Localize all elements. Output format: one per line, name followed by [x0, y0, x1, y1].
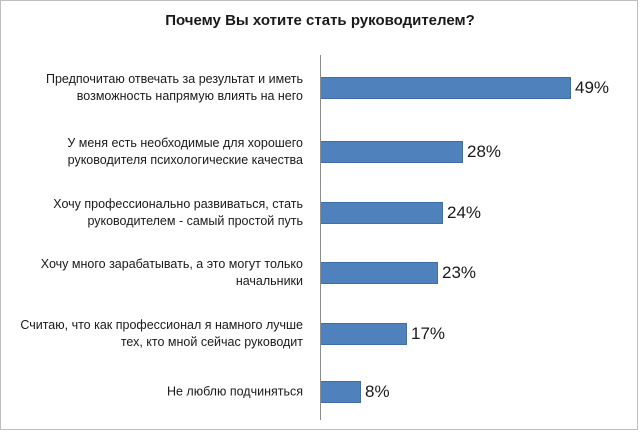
bar	[320, 202, 443, 224]
bar-row: Не люблю подчиняться 8%	[0, 357, 640, 427]
category-label: Хочу много зарабатывать, а это могут тол…	[40, 257, 303, 288]
bar	[320, 262, 438, 284]
bar-row: Считаю, что как профессионал я намного л…	[0, 299, 640, 369]
data-label: 24%	[447, 203, 482, 222]
data-label: 8%	[365, 382, 390, 401]
data-label: 17%	[411, 324, 446, 343]
bar	[320, 77, 571, 99]
bar-row: Хочу профессионально развиваться, стать …	[0, 178, 640, 248]
bar	[320, 323, 407, 345]
category-label: Не люблю подчиняться	[166, 384, 303, 399]
bar	[320, 141, 463, 163]
bar	[320, 381, 361, 403]
bar-row: У меня есть необходимые для хорошего рук…	[0, 117, 640, 187]
category-label: Хочу профессионально развиваться, стать …	[53, 197, 303, 228]
bar-row: Хочу много зарабатывать, а это могут тол…	[0, 238, 640, 308]
chart-title: Почему Вы хотите стать руководителем?	[165, 12, 475, 29]
data-label: 28%	[467, 142, 502, 161]
data-label: 49%	[575, 78, 610, 97]
category-label: У меня есть необходимые для хорошего рук…	[67, 136, 303, 167]
data-label: 23%	[442, 263, 477, 282]
category-label: Предпочитаю отвечать за результат и имет…	[45, 72, 303, 103]
category-axis-line	[320, 55, 321, 420]
bar-row: Предпочитаю отвечать за результат и имет…	[0, 53, 640, 123]
category-label: Считаю, что как профессионал я намного л…	[20, 318, 303, 349]
